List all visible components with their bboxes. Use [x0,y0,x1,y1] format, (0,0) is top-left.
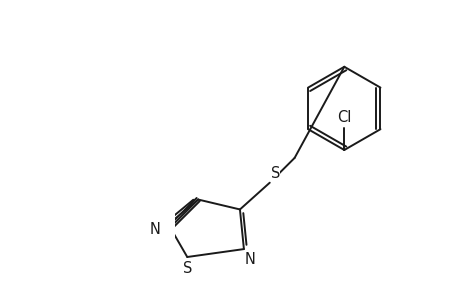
Text: S: S [270,166,280,181]
Text: N: N [244,252,255,267]
Text: N: N [149,222,160,237]
Text: Cl: Cl [336,110,351,125]
Text: S: S [182,261,191,276]
